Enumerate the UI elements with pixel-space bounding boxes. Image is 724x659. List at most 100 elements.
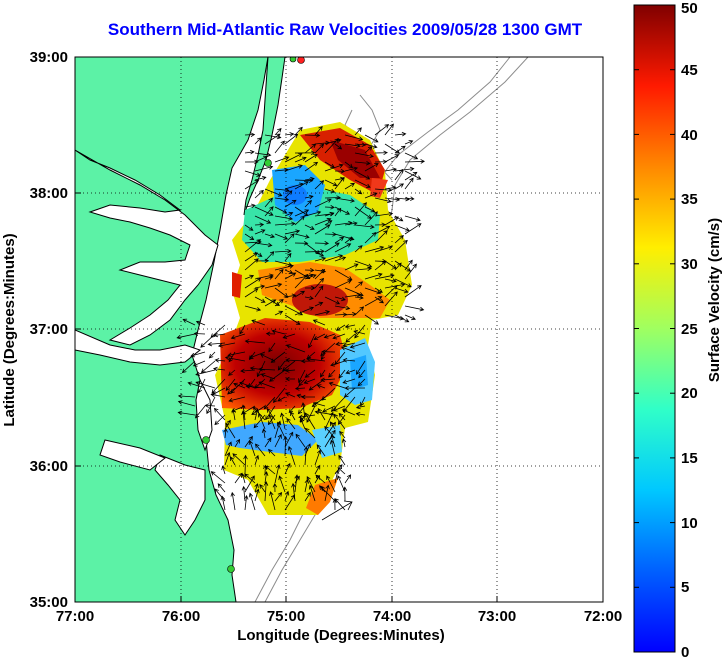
- velocity-vector: [343, 387, 356, 398]
- velocity-vector: [305, 285, 316, 291]
- velocity-vector: [229, 456, 236, 466]
- velocity-vector: [243, 494, 249, 511]
- velocity-vector: [300, 394, 315, 400]
- velocity-vector: [394, 262, 402, 271]
- velocity-vector: [294, 386, 306, 391]
- velocity-vector: [360, 396, 366, 407]
- velocity-vector: [251, 405, 266, 415]
- colorbar-tick-label: 30: [681, 256, 698, 273]
- velocity-vector: [176, 333, 196, 340]
- velocity-vector: [374, 245, 393, 253]
- velocity-vector: [314, 449, 322, 466]
- velocity-vector: [324, 205, 335, 210]
- velocity-vector: [304, 133, 321, 138]
- velocity-vector: [284, 164, 303, 172]
- velocity-vector: [374, 124, 390, 136]
- velocity-vector: [344, 134, 364, 141]
- x-tick-label: 77:00: [56, 608, 94, 625]
- velocity-vector: [364, 211, 378, 226]
- velocity-vector: [304, 200, 312, 208]
- velocity-vector: [354, 202, 367, 217]
- velocity-vector: [394, 278, 412, 288]
- velocity-vector: [264, 465, 276, 475]
- velocity-vector: [404, 140, 414, 145]
- colorbar-tick-label: 45: [681, 62, 698, 79]
- velocity-vector: [264, 282, 283, 289]
- velocity-vector: [354, 127, 362, 136]
- velocity-vector: [342, 378, 356, 384]
- velocity-vector: [284, 233, 295, 244]
- velocity-vector: [274, 197, 290, 202]
- velocity-vector: [304, 153, 318, 163]
- velocity-vector: [230, 491, 236, 511]
- velocity-vector: [254, 189, 264, 199]
- velocity-vector: [286, 417, 296, 430]
- velocity-vector: [284, 229, 301, 235]
- velocity-vector: [213, 407, 226, 421]
- colorbar-tick-label: 15: [681, 450, 698, 467]
- station-marker: [227, 565, 235, 573]
- velocity-vector: [244, 233, 255, 241]
- velocity-vector: [244, 339, 266, 344]
- velocity-vector: [253, 414, 266, 429]
- velocity-vector: [300, 358, 316, 364]
- velocity-vector: [364, 163, 379, 172]
- velocity-vector: [321, 387, 336, 401]
- velocity-vector: [264, 197, 273, 208]
- velocity-vector: [244, 203, 256, 209]
- velocity-vector: [284, 368, 296, 373]
- velocity-vector: [244, 305, 262, 312]
- velocity-vector: [354, 188, 363, 195]
- velocity-vector: [260, 373, 276, 380]
- velocity-vector: [294, 273, 309, 289]
- velocity-vector: [314, 125, 323, 136]
- velocity-vector: [354, 152, 374, 159]
- velocity-vector: [227, 351, 246, 357]
- velocity-vector: [264, 133, 281, 145]
- velocity-vector: [195, 381, 216, 389]
- velocity-vector: [332, 333, 346, 340]
- velocity-vector: [384, 167, 398, 172]
- velocity-vector: [304, 267, 315, 273]
- colorbar-tick-label: 20: [681, 385, 698, 402]
- velocity-vector: [303, 378, 316, 384]
- velocity-vector: [314, 285, 324, 298]
- velocity-vector: [355, 411, 366, 417]
- velocity-vector: [394, 287, 409, 294]
- velocity-vector: [254, 215, 272, 224]
- velocity-vector: [225, 378, 236, 391]
- velocity-vector: [344, 161, 354, 169]
- velocity-vector: [374, 150, 388, 156]
- velocity-vector: [243, 454, 248, 475]
- velocity-vector: [239, 324, 246, 335]
- velocity-vector: [225, 422, 236, 439]
- velocity-vector: [334, 236, 345, 244]
- velocity-vector: [228, 369, 236, 376]
- velocity-vector: [344, 474, 352, 484]
- velocity-vector: [313, 333, 326, 340]
- station-marker: [297, 57, 305, 64]
- velocity-vector: [266, 408, 276, 421]
- velocity-vector: [304, 194, 314, 200]
- velocity-vector: [330, 434, 336, 448]
- velocity-vector: [214, 414, 226, 426]
- velocity-vector: [344, 263, 359, 271]
- velocity-vector: [206, 396, 216, 415]
- velocity-vector: [324, 411, 334, 430]
- velocity-vector: [314, 277, 325, 289]
- velocity-vector: [269, 491, 276, 511]
- velocity-vector: [344, 385, 366, 391]
- velocity-vector: [404, 259, 413, 271]
- velocity-vector: [312, 319, 326, 326]
- velocity-vector: [349, 342, 366, 349]
- x-axis-ticks: 77:00 76:00 75:00 74:00 73:00 72:00: [56, 608, 622, 625]
- velocity-vector: [404, 223, 422, 235]
- velocity-vector: [284, 293, 297, 299]
- velocity-vector: [217, 483, 226, 493]
- velocity-vector: [335, 324, 346, 331]
- velocity-vector: [404, 159, 426, 164]
- velocity-vector: [200, 360, 216, 373]
- velocity-vector: [256, 360, 266, 378]
- velocity-vector: [192, 360, 206, 367]
- velocity-vector: [280, 412, 286, 430]
